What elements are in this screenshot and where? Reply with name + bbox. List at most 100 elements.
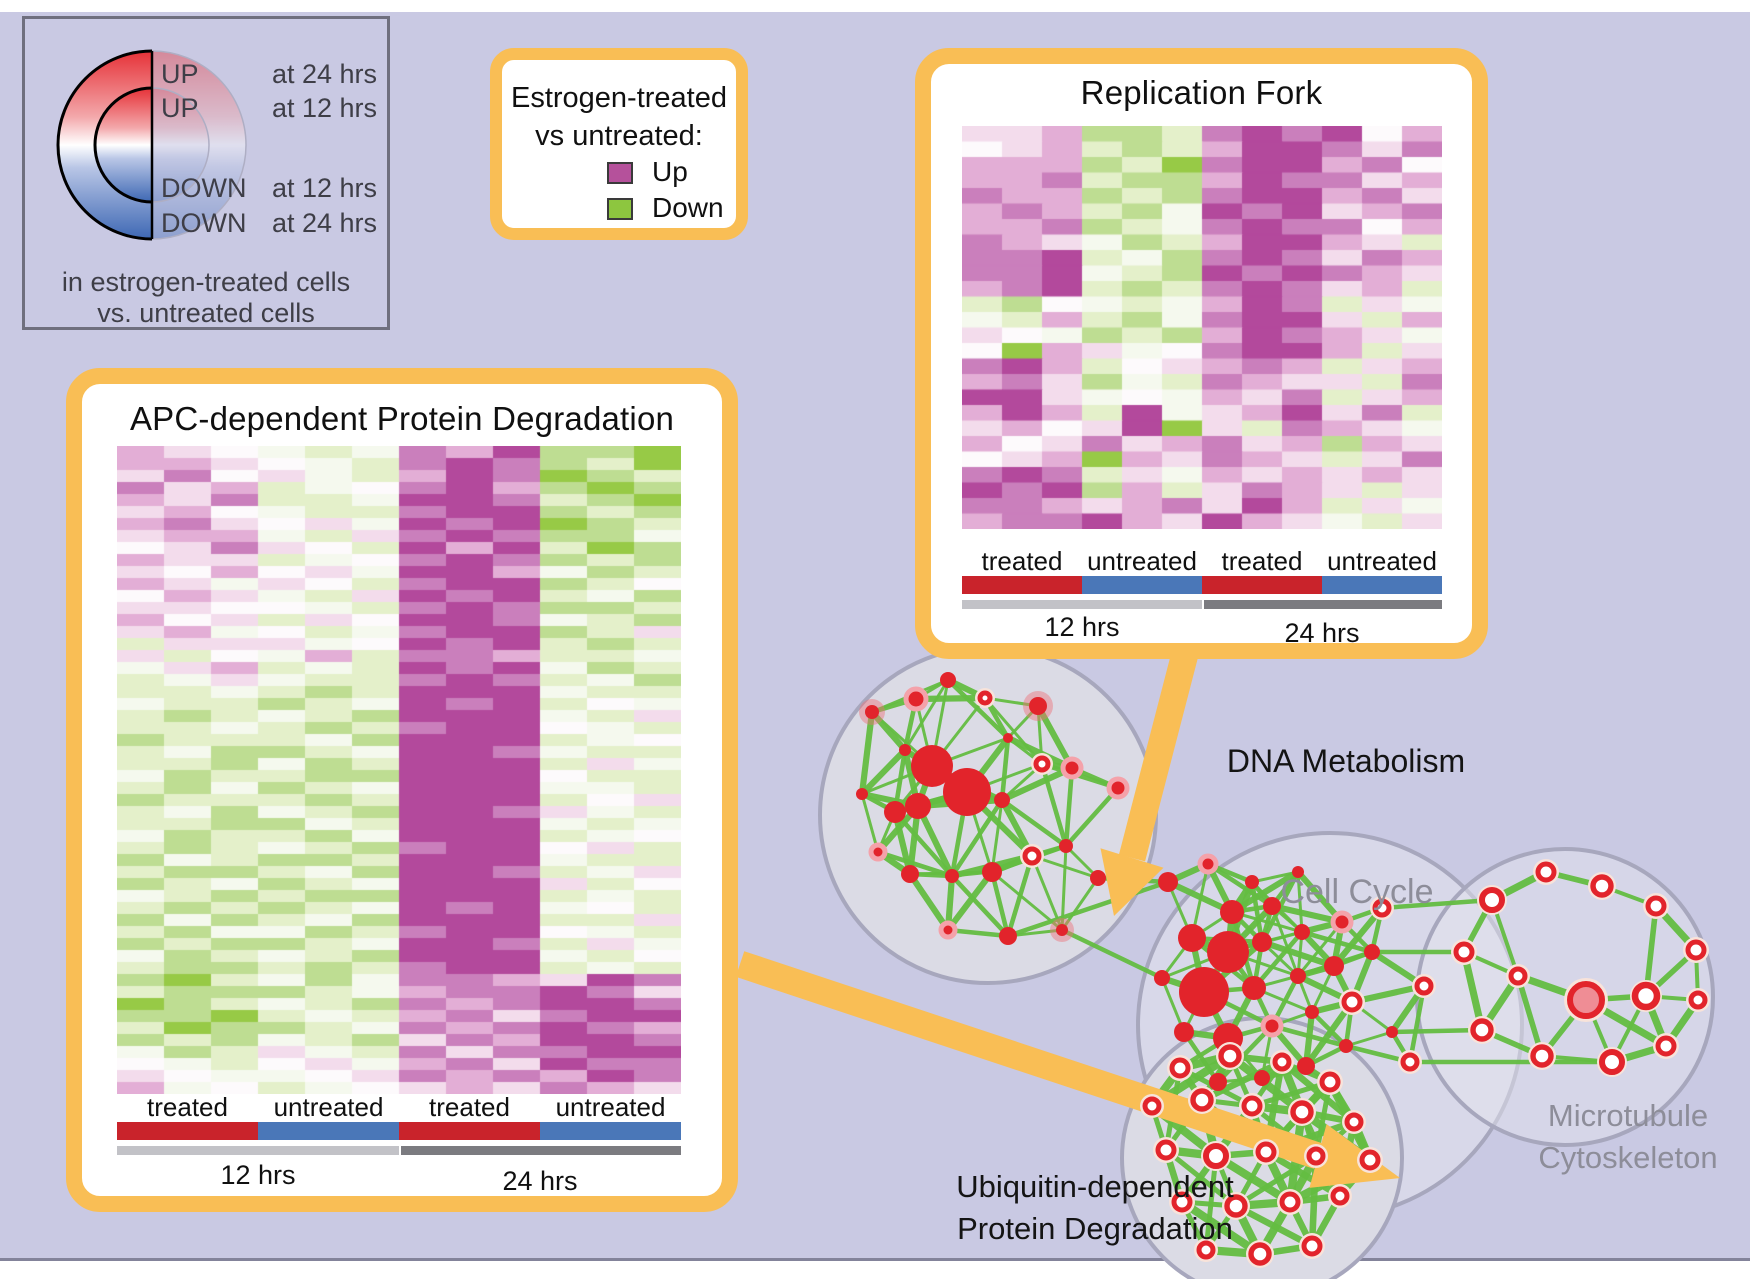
gene-node-down: [1330, 1186, 1350, 1206]
cluster-label-ubiquitin-line2: Protein Degradation: [957, 1211, 1233, 1246]
connector-arrowhead-icon-0: [1100, 848, 1164, 916]
gene-node-down: [1255, 1141, 1277, 1163]
network-edge: [1330, 904, 1386, 970]
gene-node-up: [999, 927, 1017, 945]
cluster-label-dna-metabolism: DNA Metabolism: [1227, 743, 1465, 779]
gene-node-down: [1479, 887, 1505, 913]
updown-time-0: at 24 hrs: [271, 59, 377, 89]
gene-node-down: [1241, 1095, 1263, 1117]
gene-node-down: [1301, 1235, 1323, 1257]
network-edge: [949, 797, 1005, 879]
rf-group-label-2: treated: [1221, 546, 1303, 576]
cluster-label-cell-cycle: Cell Cycle: [1280, 873, 1433, 911]
network-edge: [1228, 868, 1302, 916]
rf-24hrs-label: 24 hrs: [1284, 618, 1360, 648]
gene-node-down: [1453, 941, 1475, 963]
gene-node-up: [1090, 870, 1106, 886]
gene-node-up: [1207, 931, 1249, 973]
updown-time-2: at 12 hrs: [271, 173, 377, 203]
gene-node-up-ringed: [1260, 1014, 1284, 1038]
regulation-legend-title-line2: vs untreated:: [535, 120, 703, 152]
gene-node-up-ringed: [1330, 910, 1354, 934]
gene-node-down: [1341, 991, 1363, 1013]
gene-node-down: [1033, 755, 1051, 773]
gene-node-down: [1169, 1057, 1191, 1079]
gene-node-up: [1324, 956, 1344, 976]
network-edge: [1215, 1023, 1275, 1085]
gene-node-up: [1290, 968, 1306, 984]
gene-node-up: [1386, 1026, 1398, 1038]
rf-group-label-1: untreated: [1087, 546, 1197, 576]
network-edge: [1039, 761, 1069, 849]
network-bridge-edge: [1005, 879, 1171, 939]
cluster-label-microtubule-line2: Cytoskeleton: [1538, 1140, 1717, 1175]
up-color-swatch: [607, 162, 633, 184]
regulation-legend-box: Estrogen-treated vs untreated: Up Down: [490, 48, 748, 240]
gene-node-up: [901, 865, 919, 883]
network-edge: [1407, 983, 1427, 1065]
gene-node-up: [982, 862, 1002, 882]
gene-node-down: [1022, 846, 1042, 866]
gene-node-up: [1297, 1057, 1315, 1075]
gene-node-up: [856, 788, 868, 800]
gene-node-down: [1196, 1240, 1216, 1260]
gene-node-up: [1294, 924, 1310, 940]
network-edge: [1005, 853, 1035, 939]
network-edge: [1270, 904, 1300, 978]
gene-node-down: [1590, 874, 1614, 898]
network-edge: [999, 735, 1011, 803]
gene-node-up-ringed: [1197, 853, 1219, 875]
gene-node-down: [1224, 1194, 1248, 1218]
gene-node-down: [1279, 1191, 1301, 1213]
rf-untreated-bar-24h: [1322, 576, 1442, 594]
regulation-legend-title-line1: Estrogen-treated: [510, 82, 727, 114]
gene-node-up: [1252, 932, 1272, 952]
gene-node-up: [1003, 733, 1013, 743]
network-edge: [1198, 1058, 1286, 1104]
apc-12h-span-bar: [117, 1146, 399, 1155]
gene-node-up: [1220, 900, 1244, 924]
network-edge: [998, 764, 1076, 804]
gene-node-up: [1174, 1022, 1194, 1042]
gene-node-down: [1359, 1149, 1381, 1171]
updown-legend-box: UP UP DOWN DOWN at 24 hrs at 12 hrs at 1…: [22, 16, 390, 330]
apc-untreated-bar-12h: [258, 1122, 399, 1140]
rf-group-label-3: untreated: [1327, 546, 1437, 576]
gene-node-down: [1599, 1049, 1625, 1075]
network-edge: [999, 797, 1069, 849]
network-edge: [1063, 785, 1121, 849]
network-edge: [906, 870, 952, 934]
network-edge: [1034, 702, 1076, 772]
rf-group-label-0: treated: [981, 546, 1063, 576]
gene-node-up: [1292, 866, 1304, 878]
gene-node-down: [1508, 966, 1528, 986]
gene-node-down: [1344, 1112, 1364, 1132]
apc-group-label-1: untreated: [273, 1092, 384, 1122]
network-edge: [860, 792, 880, 854]
rf-treated-bar-12h: [962, 576, 1082, 594]
gene-node-down: [1688, 990, 1708, 1010]
gene-node-up: [899, 744, 911, 756]
up-label: Up: [652, 156, 688, 187]
gene-node-up: [1158, 872, 1178, 892]
apc-panel-title: APC-dependent Protein Degradation: [129, 400, 675, 437]
gene-node-up: [1059, 839, 1073, 853]
gene-node-up: [911, 745, 953, 787]
apc-24hrs-label: 24 hrs: [502, 1166, 578, 1196]
gene-node-down: [1645, 895, 1667, 917]
gene-node-up-ringed: [868, 842, 888, 862]
down-label: Down: [652, 192, 724, 223]
gene-node-pink: [1567, 981, 1605, 1019]
gene-node-up-ringed: [1106, 776, 1130, 800]
network-edge: [1302, 998, 1356, 1070]
gene-node-down: [1203, 1143, 1229, 1169]
gene-node-down: [1631, 981, 1661, 1011]
network-edge: [945, 927, 1011, 939]
gene-node-down: [1306, 1146, 1326, 1166]
apc-group-label-2: treated: [429, 1092, 510, 1122]
gene-node-up: [940, 672, 956, 688]
replication-fork-panel-title: Replication Fork: [1080, 74, 1323, 111]
gene-node-up: [1056, 924, 1068, 936]
apc-12hrs-label: 12 hrs: [220, 1160, 296, 1190]
